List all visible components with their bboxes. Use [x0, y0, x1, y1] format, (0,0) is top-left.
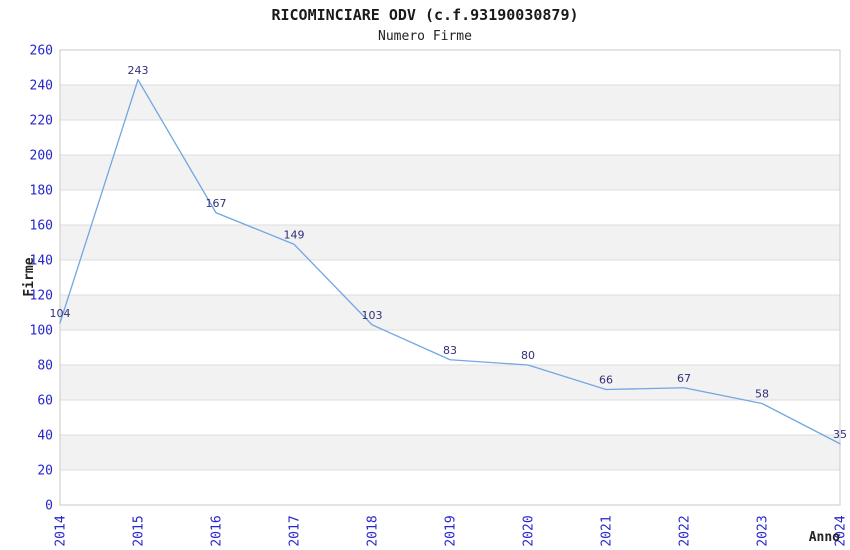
data-label: 243: [128, 64, 149, 77]
x-tick-label: 2015: [132, 515, 147, 546]
y-tick-label: 140: [30, 254, 53, 269]
x-tick-label: 2018: [366, 515, 381, 546]
grid-band: [60, 295, 840, 330]
data-label: 58: [755, 388, 769, 401]
data-label: 167: [206, 197, 227, 210]
y-tick-label: 220: [30, 114, 53, 129]
y-tick-label: 0: [45, 499, 53, 514]
chart-subtitle: Numero Firme: [378, 29, 472, 44]
data-label: 103: [362, 309, 383, 322]
y-axis-label: Firme: [22, 257, 37, 297]
grid-band: [60, 435, 840, 470]
data-label: 35: [833, 428, 847, 441]
grid-band: [60, 365, 840, 400]
chart-title: RICOMINCIARE ODV (c.f.93190030879): [271, 6, 579, 24]
x-axis-label: Anno: [808, 530, 840, 545]
data-label: 80: [521, 349, 535, 362]
x-tick-label: 2023: [756, 515, 771, 546]
y-tick-label: 40: [37, 429, 53, 444]
x-tick-label: 2022: [678, 515, 693, 546]
y-tick-label: 240: [30, 79, 53, 94]
plot-border: [59, 49, 841, 506]
x-tick-label: 2016: [210, 515, 225, 546]
grid-band: [60, 260, 840, 295]
y-tick-label: 20: [37, 464, 53, 479]
grid-band: [60, 85, 840, 120]
x-tick-label: 2019: [444, 515, 459, 546]
grid-band: [60, 120, 840, 155]
y-tick-label: 100: [30, 324, 53, 339]
grid-band: [60, 400, 840, 435]
y-tick-label: 200: [30, 149, 53, 164]
y-tick-label: 260: [30, 44, 53, 59]
x-tick-label: 2020: [522, 515, 537, 546]
data-line: [59, 79, 841, 445]
grid-band: [60, 50, 840, 85]
data-label: 104: [50, 307, 71, 320]
data-label: 67: [677, 372, 691, 385]
y-tick-label: 80: [37, 359, 53, 374]
data-label: 66: [599, 374, 613, 387]
y-tick-label: 180: [30, 184, 53, 199]
x-tick-label: 2014: [54, 515, 69, 546]
grid-band: [60, 225, 840, 260]
data-label: 83: [443, 344, 457, 357]
data-label: 149: [284, 228, 305, 241]
x-tick-label: 2021: [600, 515, 615, 546]
y-tick-label: 160: [30, 219, 53, 234]
x-tick-label: 2024: [834, 515, 849, 546]
grid-band: [60, 470, 840, 505]
y-tick-label: 120: [30, 289, 53, 304]
grid-band: [60, 190, 840, 225]
grid-band: [60, 155, 840, 190]
y-tick-label: 60: [37, 394, 53, 409]
x-tick-label: 2017: [288, 515, 303, 546]
